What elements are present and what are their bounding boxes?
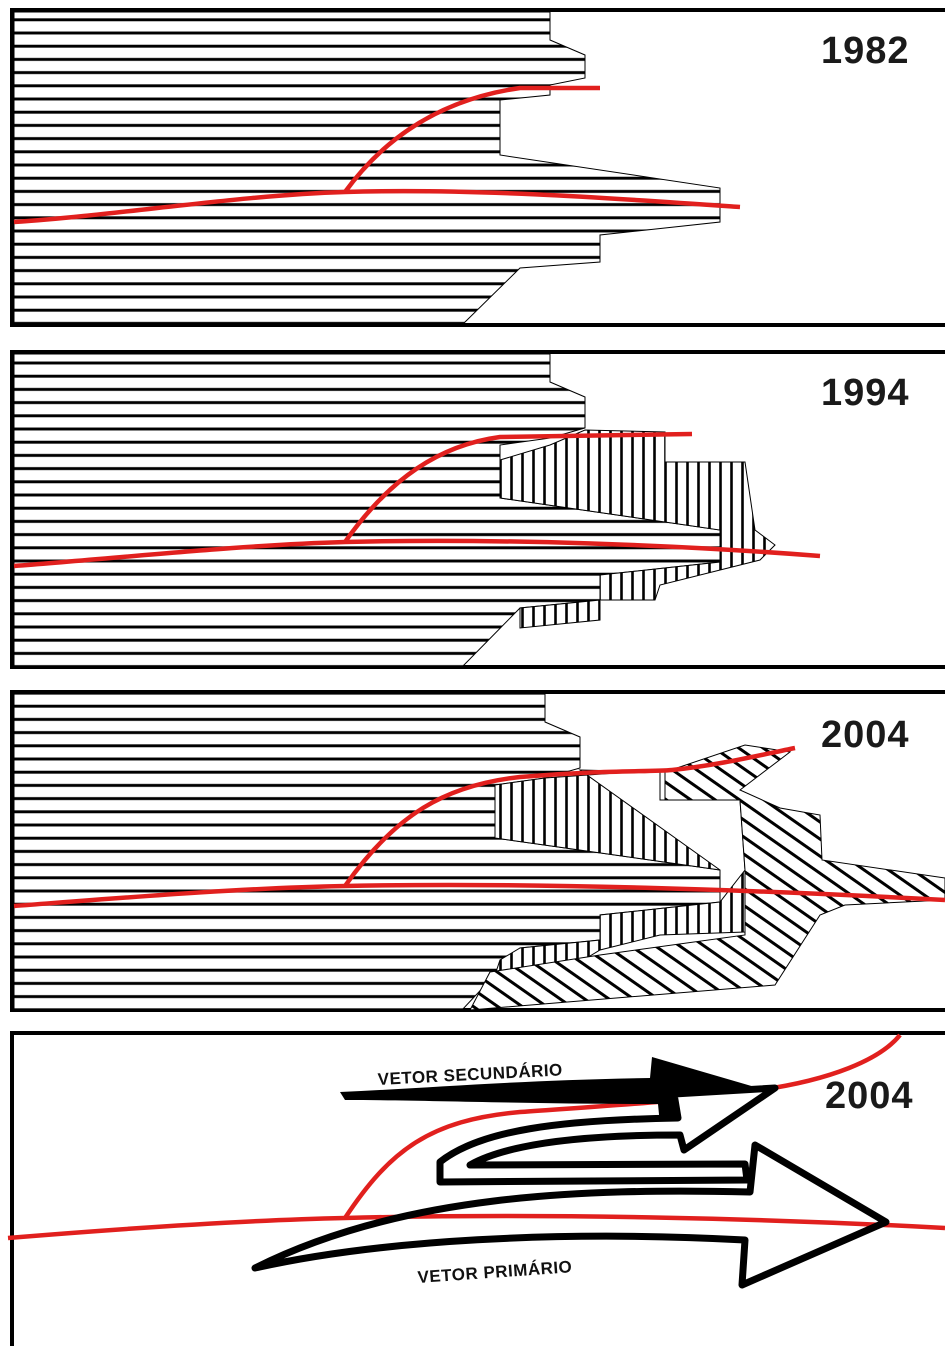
secondary-road [343, 745, 796, 888]
primary-road [13, 188, 741, 225]
year-label: 1982 [821, 30, 910, 72]
secondary-vector-arrow [340, 1057, 765, 1125]
year-label: 2004 [821, 714, 910, 756]
urban-area-1994 [499, 429, 776, 629]
panel-2004: 2004 [10, 690, 945, 1012]
secondary-hollow-arrow [436, 1084, 779, 1186]
secondary-road [343, 85, 600, 194]
primary-road [13, 538, 821, 569]
secondary-road [343, 431, 693, 544]
year-label: 2004 [825, 1075, 914, 1117]
urban-area-2004 [469, 744, 945, 1011]
panel-1994: 1994 [10, 350, 945, 669]
year-label: 1994 [821, 372, 910, 414]
primary-road [13, 882, 945, 909]
primary-vector-arrow [251, 1141, 890, 1289]
panel-vectors: VETOR SECUNDÁRIO VETOR PRIMÁRIO 2004 [7, 1031, 945, 1346]
panel-1982: 1982 [10, 8, 945, 327]
